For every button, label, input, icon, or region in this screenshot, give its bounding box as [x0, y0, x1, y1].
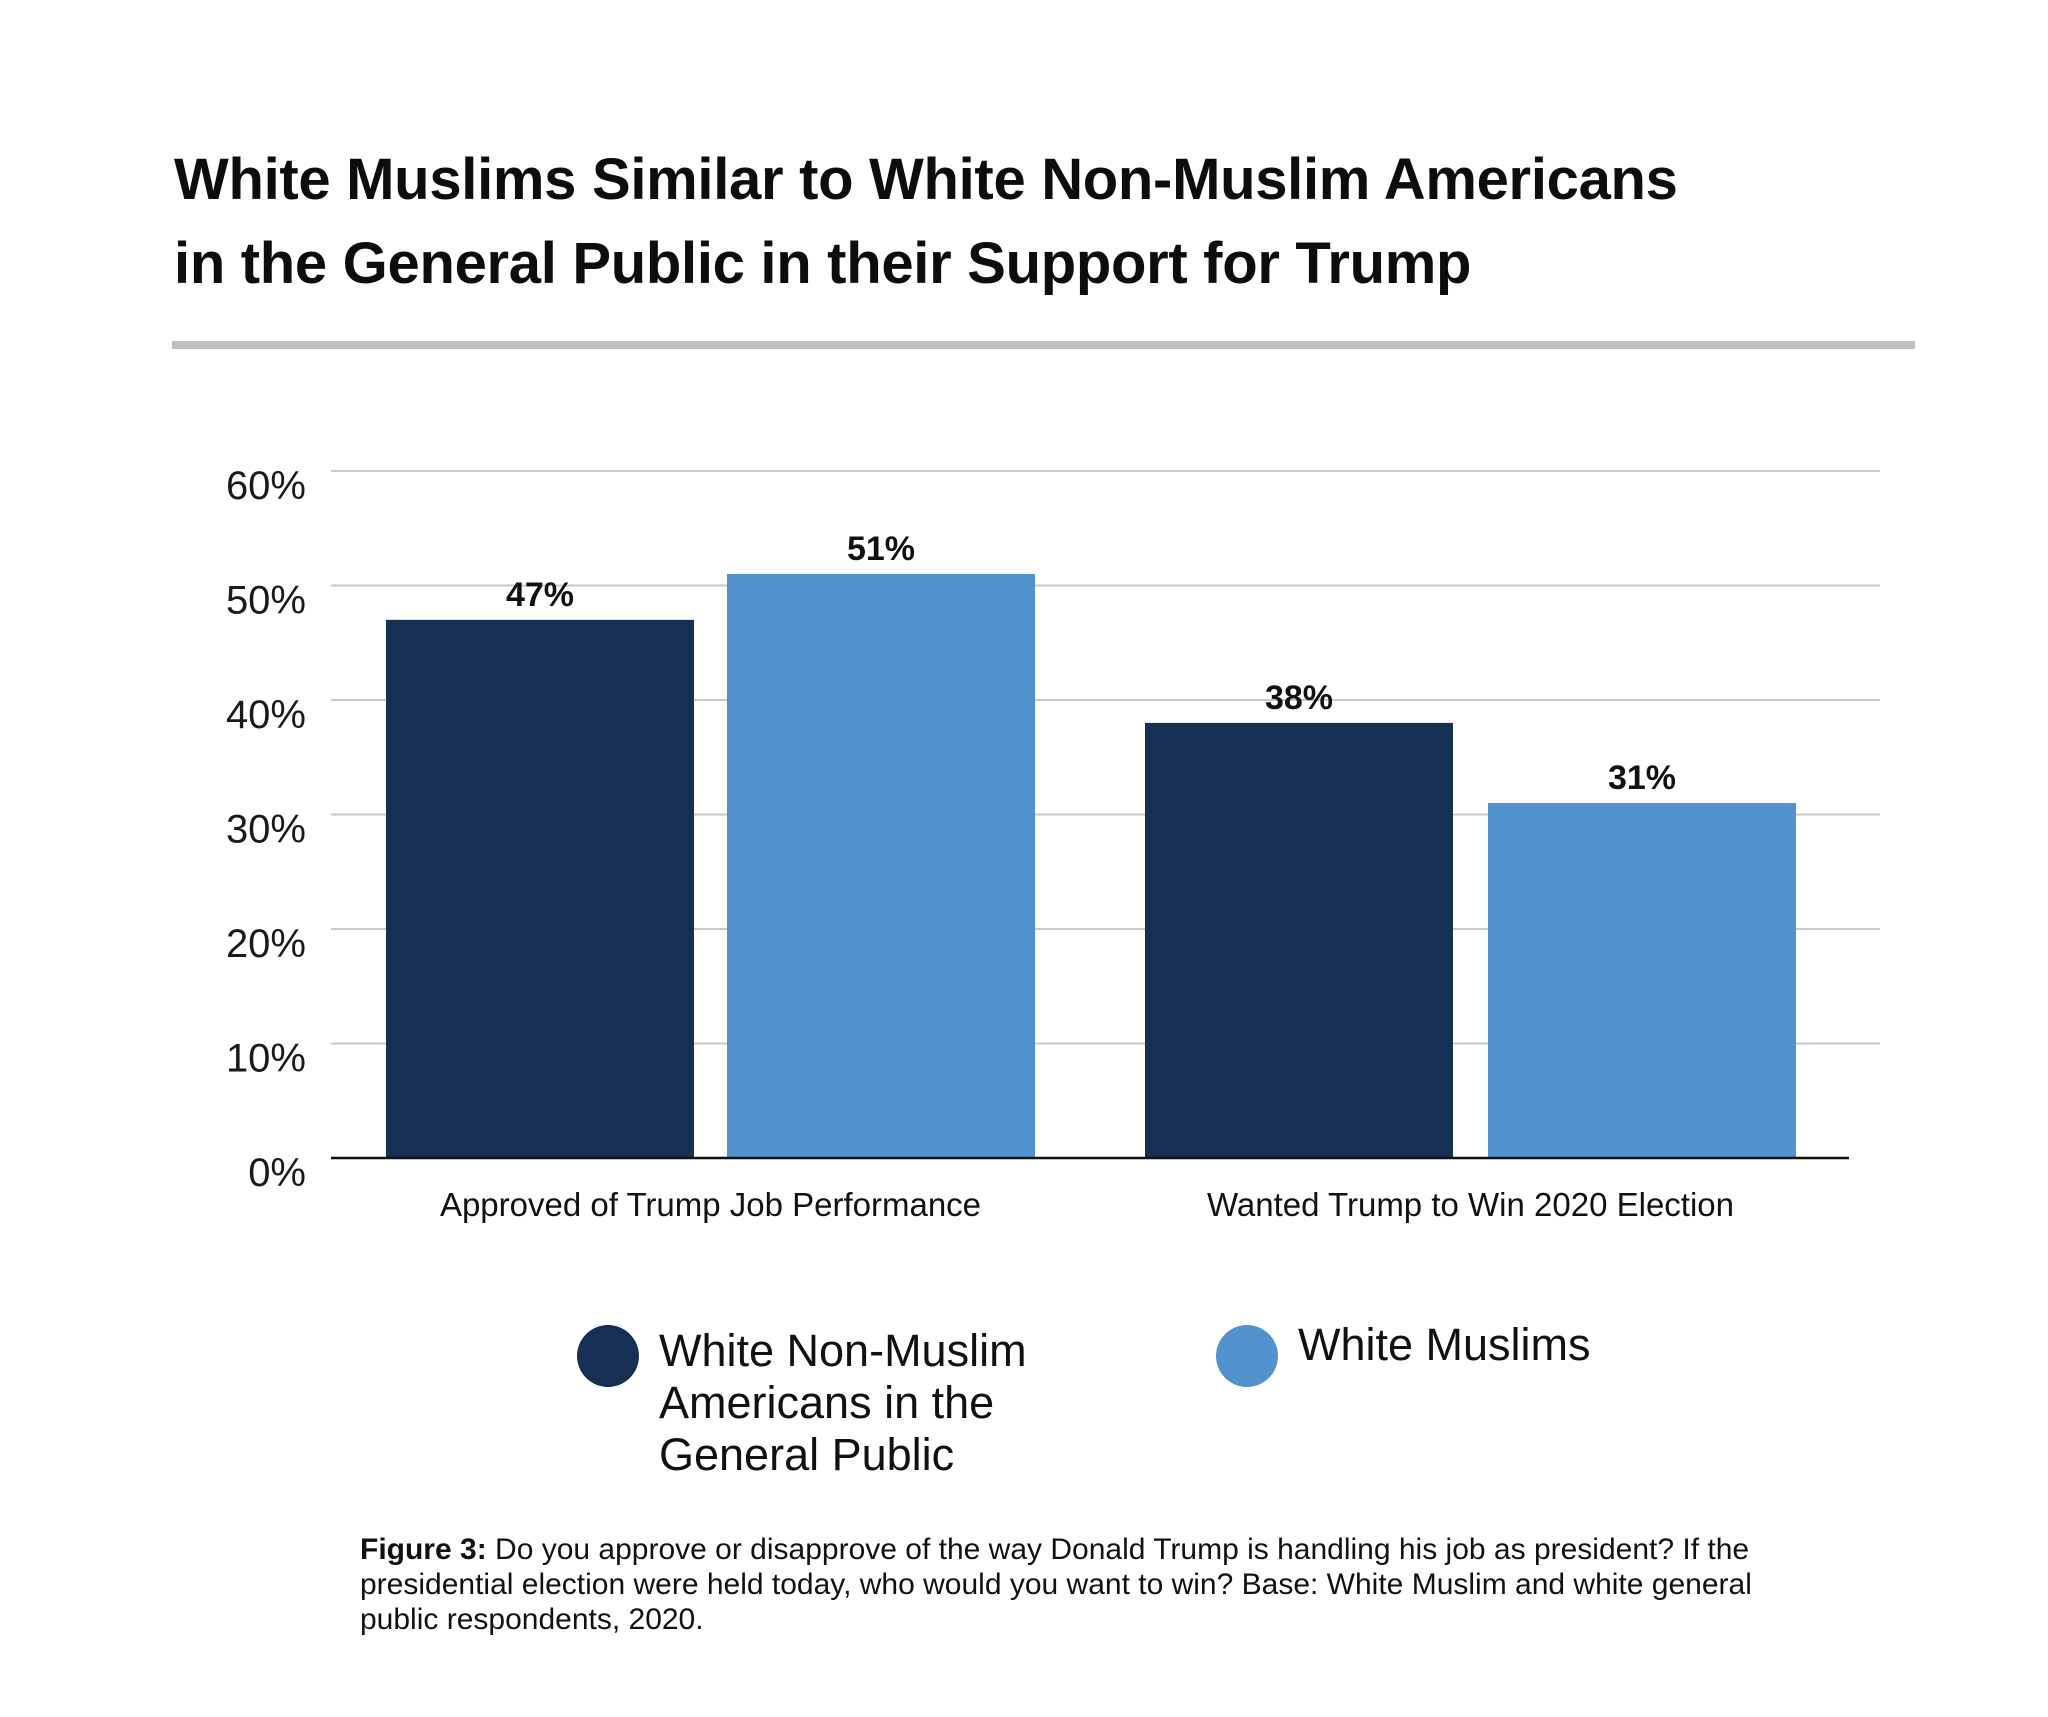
legend-label: White Non-Muslim Americans in the Genera…: [659, 1325, 1027, 1481]
legend-swatch: [577, 1325, 639, 1387]
bar: [1145, 722, 1453, 1158]
bar: [386, 619, 694, 1158]
legend-label-line: General Public: [659, 1429, 955, 1480]
legend-label-line: White Muslims: [1298, 1319, 1591, 1370]
legend-item-white-muslims: White Muslims: [1216, 1319, 1591, 1387]
y-tick-label: 20%: [226, 922, 306, 966]
caption-text: presidential election were held today, w…: [360, 1568, 1752, 1601]
chart-title: White Muslims Similar to White Non-Musli…: [174, 138, 1678, 306]
figure-caption: Figure 3: Do you approve or disapprove o…: [360, 1532, 1752, 1637]
bar: [1488, 803, 1796, 1158]
legend-label: White Muslims: [1298, 1319, 1591, 1371]
bar: [727, 574, 1035, 1158]
y-tick-label: 0%: [248, 1151, 306, 1195]
y-tick-label: 40%: [226, 693, 306, 737]
title-divider: [172, 341, 1915, 349]
y-tick-label: 50%: [226, 579, 306, 623]
x-category-label: Approved of Trump Job Performance: [440, 1186, 981, 1223]
caption-text: Do you approve or disapprove of the way …: [486, 1533, 1750, 1566]
y-tick-label: 10%: [226, 1037, 306, 1081]
data-label: 47%: [506, 576, 574, 614]
data-label: 31%: [1608, 759, 1676, 797]
data-label: 38%: [1265, 679, 1333, 717]
y-tick-label: 30%: [226, 808, 306, 852]
x-category-label: Wanted Trump to Win 2020 Election: [1207, 1186, 1734, 1223]
caption-label: Figure 3:: [360, 1533, 487, 1566]
legend-swatch: [1216, 1325, 1278, 1387]
legend-item-white-non-muslim: White Non-Muslim Americans in the Genera…: [577, 1325, 1027, 1481]
legend-label-line: White Non-Muslim: [659, 1325, 1027, 1376]
chart-title-line: White Muslims Similar to White Non-Musli…: [174, 147, 1678, 212]
chart-title-line: in the General Public in their Support f…: [174, 231, 1472, 296]
data-label: 51%: [847, 530, 915, 568]
legend-label-line: Americans in the: [659, 1377, 995, 1428]
y-tick-label: 60%: [226, 464, 306, 508]
caption-text: public respondents, 2020.: [360, 1603, 704, 1636]
